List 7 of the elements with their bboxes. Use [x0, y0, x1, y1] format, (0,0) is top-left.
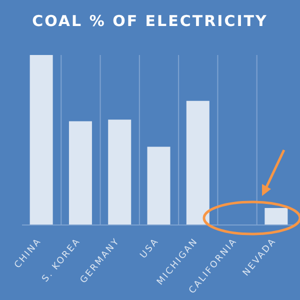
bar — [68, 121, 92, 225]
bar — [108, 120, 132, 225]
bar — [264, 208, 288, 225]
bar — [30, 55, 53, 225]
bar — [186, 100, 210, 225]
bar — [147, 146, 170, 225]
chart-title: COAL % OF ELECTRICITY — [31, 12, 269, 30]
